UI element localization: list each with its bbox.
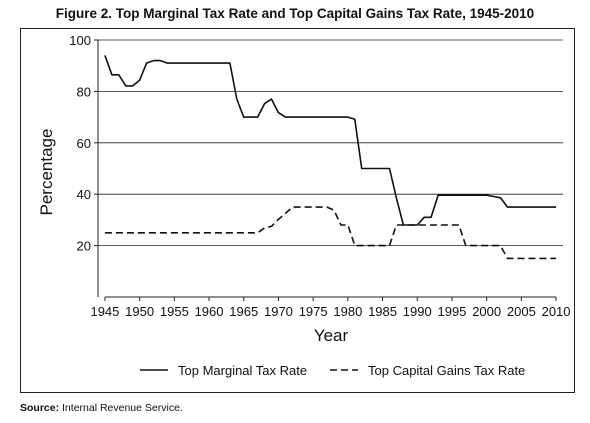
source-label: Source: bbox=[20, 402, 60, 414]
x-tick-label: 1995 bbox=[437, 304, 466, 319]
legend: Top Marginal Tax Rate Top Capital Gains T… bbox=[140, 363, 525, 378]
x-tick-label: 1960 bbox=[195, 304, 224, 319]
chart-frame bbox=[20, 28, 575, 393]
y-axis-label: Percentage bbox=[37, 129, 56, 216]
x-tick-label: 1945 bbox=[90, 304, 119, 319]
x-tick-label: 1975 bbox=[299, 304, 328, 319]
y-tick-label: 80 bbox=[77, 84, 91, 99]
x-tick-label: 2000 bbox=[472, 304, 501, 319]
x-tick-label: 1955 bbox=[160, 304, 189, 319]
gridlines bbox=[98, 39, 563, 247]
y-tick-label: 40 bbox=[77, 187, 91, 202]
y-tick-label: 20 bbox=[77, 239, 91, 254]
chart-title: Figure 2. Top Marginal Tax Rate and Top … bbox=[55, 6, 535, 21]
series-line bbox=[104, 55, 557, 226]
x-tick-label: 1990 bbox=[403, 304, 432, 319]
x-tick-label: 2010 bbox=[542, 304, 571, 319]
series-line bbox=[104, 206, 557, 260]
source-text: Internal Revenue Service. bbox=[62, 402, 183, 414]
x-tick-label: 1970 bbox=[264, 304, 293, 319]
series-lines bbox=[104, 55, 557, 260]
x-axis-label: Year bbox=[314, 326, 349, 345]
legend-label: Top Marginal Tax Rate bbox=[178, 363, 307, 378]
line-chart: 20 40 60 80 100 1945 1950 1955 1960 1965 1970 1975 1… bbox=[37, 33, 571, 378]
x-tick-label: 1980 bbox=[333, 304, 362, 319]
source-note: Source: Internal Revenue Service. bbox=[20, 402, 183, 414]
y-tick-label: 100 bbox=[69, 33, 91, 48]
axes: 20 40 60 80 100 1945 1950 1955 1960 1965 1970 1975 1… bbox=[69, 33, 570, 319]
x-tick-label: 1950 bbox=[125, 304, 154, 319]
x-tick-label: 1965 bbox=[229, 304, 258, 319]
x-tick-label: 1985 bbox=[368, 304, 397, 319]
y-tick-label: 60 bbox=[77, 136, 91, 151]
x-tick-label: 2005 bbox=[507, 304, 536, 319]
legend-label: Top Capital Gains Tax Rate bbox=[368, 363, 525, 378]
